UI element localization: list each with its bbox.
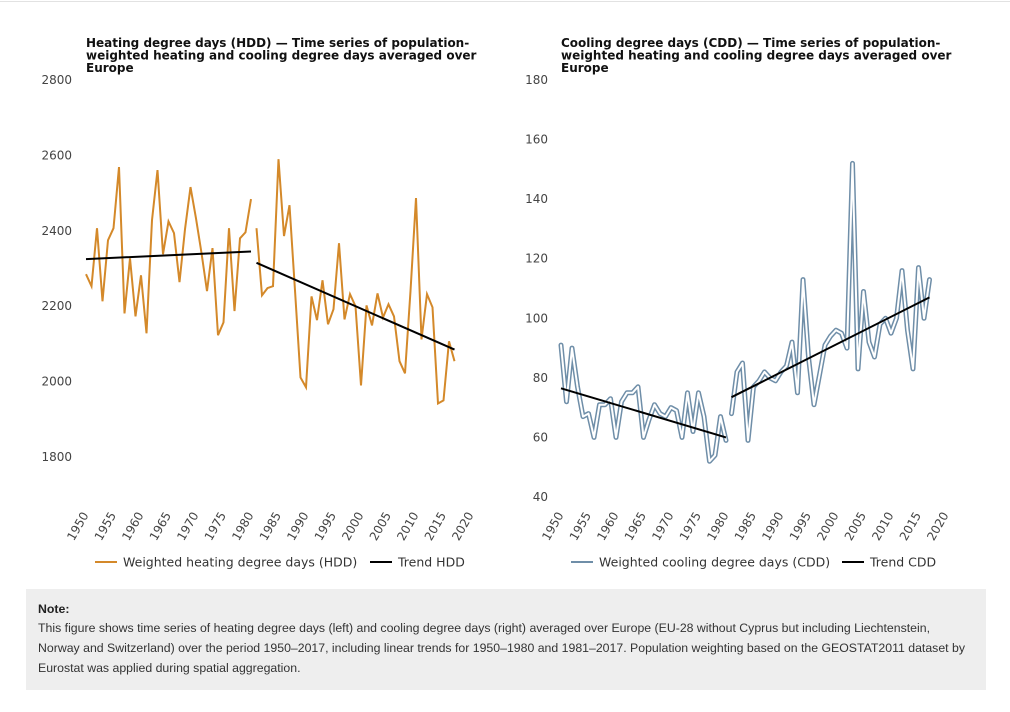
hdd-legend-item: Trend HDD: [370, 555, 465, 570]
cdd-series-line-inner: [730, 162, 931, 442]
cdd-xtick-label: 2020: [924, 510, 951, 543]
cdd-xtick-label: 1995: [787, 510, 814, 543]
cdd-ytick-label: 180: [525, 73, 548, 87]
hdd-title-line: weighted heating and cooling degree days…: [86, 49, 477, 63]
cdd-ytick-label: 60: [533, 430, 548, 444]
cdd-xtick-label: 1970: [649, 510, 676, 543]
hdd-title-line: Heating degree days (HDD) — Time series …: [86, 36, 469, 50]
hdd-trend-line: [85, 250, 252, 261]
note-title: Note:: [38, 602, 70, 616]
cdd-series-line: [729, 160, 932, 443]
hdd-legend-item: Weighted heating degree days (HDD): [95, 555, 357, 570]
cdd-trend-line: [731, 296, 930, 399]
cdd-series-line-inner: [560, 344, 727, 463]
cdd-title-line: Cooling degree days (CDD) — Time series …: [561, 36, 940, 50]
hdd-legend-label: Weighted heating degree days (HDD): [123, 555, 357, 570]
cdd-legend-item: Trend CDD: [842, 555, 936, 570]
cdd-legend-label: Weighted cooling degree days (CDD): [599, 555, 830, 570]
top-border: [0, 1, 1010, 2]
cdd-xtick-label: 2005: [842, 510, 869, 543]
note-text: This figure shows time series of heating…: [38, 621, 965, 675]
cdd-trend-line: [560, 387, 727, 439]
hdd-series-line: [85, 167, 252, 336]
cdd-xtick-label: 1980: [704, 510, 731, 543]
hdd-chart: Heating degree days (HDD) — Time series …: [41, 36, 477, 570]
cdd-xtick-label: 1950: [539, 510, 566, 543]
cdd-ytick-label: 100: [525, 311, 548, 325]
cdd-title-line: Europe: [561, 61, 609, 75]
hdd-title-line: Europe: [86, 61, 134, 75]
cdd-legend-label: Trend CDD: [869, 555, 936, 570]
cdd-xtick-label: 1965: [622, 510, 649, 543]
cdd-title-line: weighted heating and cooling degree days…: [561, 49, 952, 63]
hdd-ytick-label: 2200: [41, 299, 72, 313]
hdd-ytick-label: 2000: [41, 375, 72, 389]
cdd-xtick-label: 1960: [594, 510, 621, 543]
hdd-trend-line: [256, 261, 455, 351]
cdd-xtick-label: 1985: [732, 510, 759, 543]
cdd-xtick-label: 1975: [677, 510, 704, 543]
cdd-legend-item: Weighted cooling degree days (CDD): [571, 555, 830, 570]
cdd-ytick-label: 40: [533, 490, 548, 504]
cdd-xtick-label: 1955: [567, 510, 594, 543]
cdd-ytick-label: 160: [525, 133, 548, 147]
cdd-ytick-label: 140: [525, 192, 548, 206]
cdd-xtick-label: 2010: [869, 510, 896, 543]
hdd-ytick-label: 2800: [41, 73, 72, 87]
hdd-ytick-label: 2600: [41, 148, 72, 162]
hdd-ytick-label: 1800: [41, 450, 72, 464]
cdd-ytick-label: 120: [525, 252, 548, 266]
hdd-ytick-label: 2400: [41, 224, 72, 238]
cdd-xtick-label: 2015: [897, 510, 924, 543]
hdd-legend-label: Trend HDD: [397, 555, 465, 570]
cdd-xtick-label: 2000: [814, 510, 841, 543]
cdd-chart: Cooling degree days (CDD) — Time series …: [525, 36, 952, 570]
cdd-xtick-label: 1990: [759, 510, 786, 543]
cdd-ytick-label: 80: [533, 371, 548, 385]
note-box: Note: This figure shows time series of h…: [26, 589, 986, 690]
